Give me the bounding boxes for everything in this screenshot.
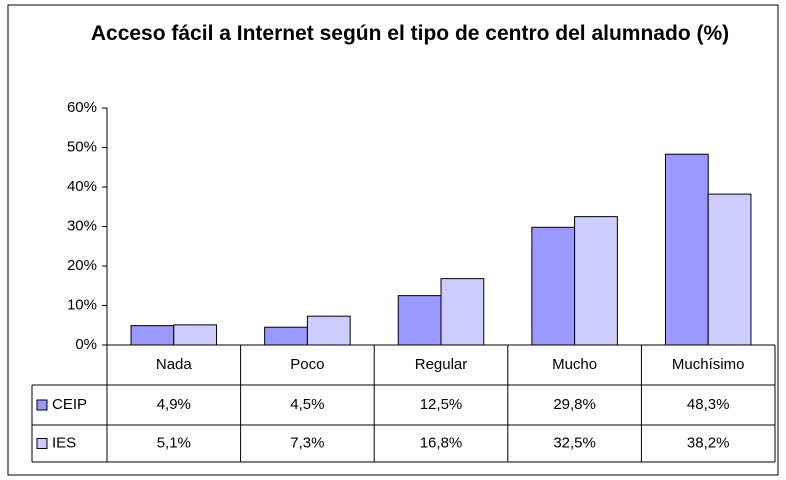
bar (130, 325, 175, 346)
y-tick-label: 0% (75, 336, 97, 353)
y-tick-label: 60% (67, 99, 97, 116)
legend-label: CEIP (52, 396, 87, 413)
value-label: 4,9% (157, 396, 191, 413)
x-tick-label: Regular (415, 356, 468, 373)
bar (264, 326, 308, 346)
y-tick-label: 40% (67, 178, 97, 195)
x-tick-label: Mucho (552, 356, 597, 373)
bar (664, 153, 709, 346)
y-tick-label: 50% (67, 138, 97, 155)
value-label: 4,5% (290, 396, 324, 413)
y-tick-label: 20% (67, 257, 97, 274)
chart-title: Acceso fácil a Internet según el tipo de… (90, 22, 730, 45)
value-label: 48,3% (687, 396, 730, 413)
value-label: 16,8% (420, 434, 463, 451)
bar (397, 295, 442, 346)
x-tick-label: Muchísimo (672, 356, 745, 373)
value-label: 29,8% (553, 396, 596, 413)
value-label: 12,5% (420, 396, 463, 413)
bar (531, 226, 576, 346)
y-tick-label: 10% (67, 296, 97, 313)
chart-frame (7, 4, 779, 476)
bar (173, 324, 218, 346)
x-tick-label: Nada (156, 356, 193, 373)
x-tick-label: Poco (290, 356, 324, 373)
bar (440, 278, 485, 346)
value-label: 5,1% (157, 434, 191, 451)
value-label: 38,2% (687, 434, 730, 451)
bar (707, 193, 752, 346)
y-tick-label: 30% (67, 217, 97, 234)
legend-swatch (36, 438, 48, 449)
legend-swatch (36, 399, 48, 411)
bar (306, 315, 351, 346)
bar (574, 216, 618, 346)
legend-label: IES (52, 434, 76, 451)
value-label: 32,5% (553, 434, 596, 451)
value-label: 7,3% (290, 434, 324, 451)
